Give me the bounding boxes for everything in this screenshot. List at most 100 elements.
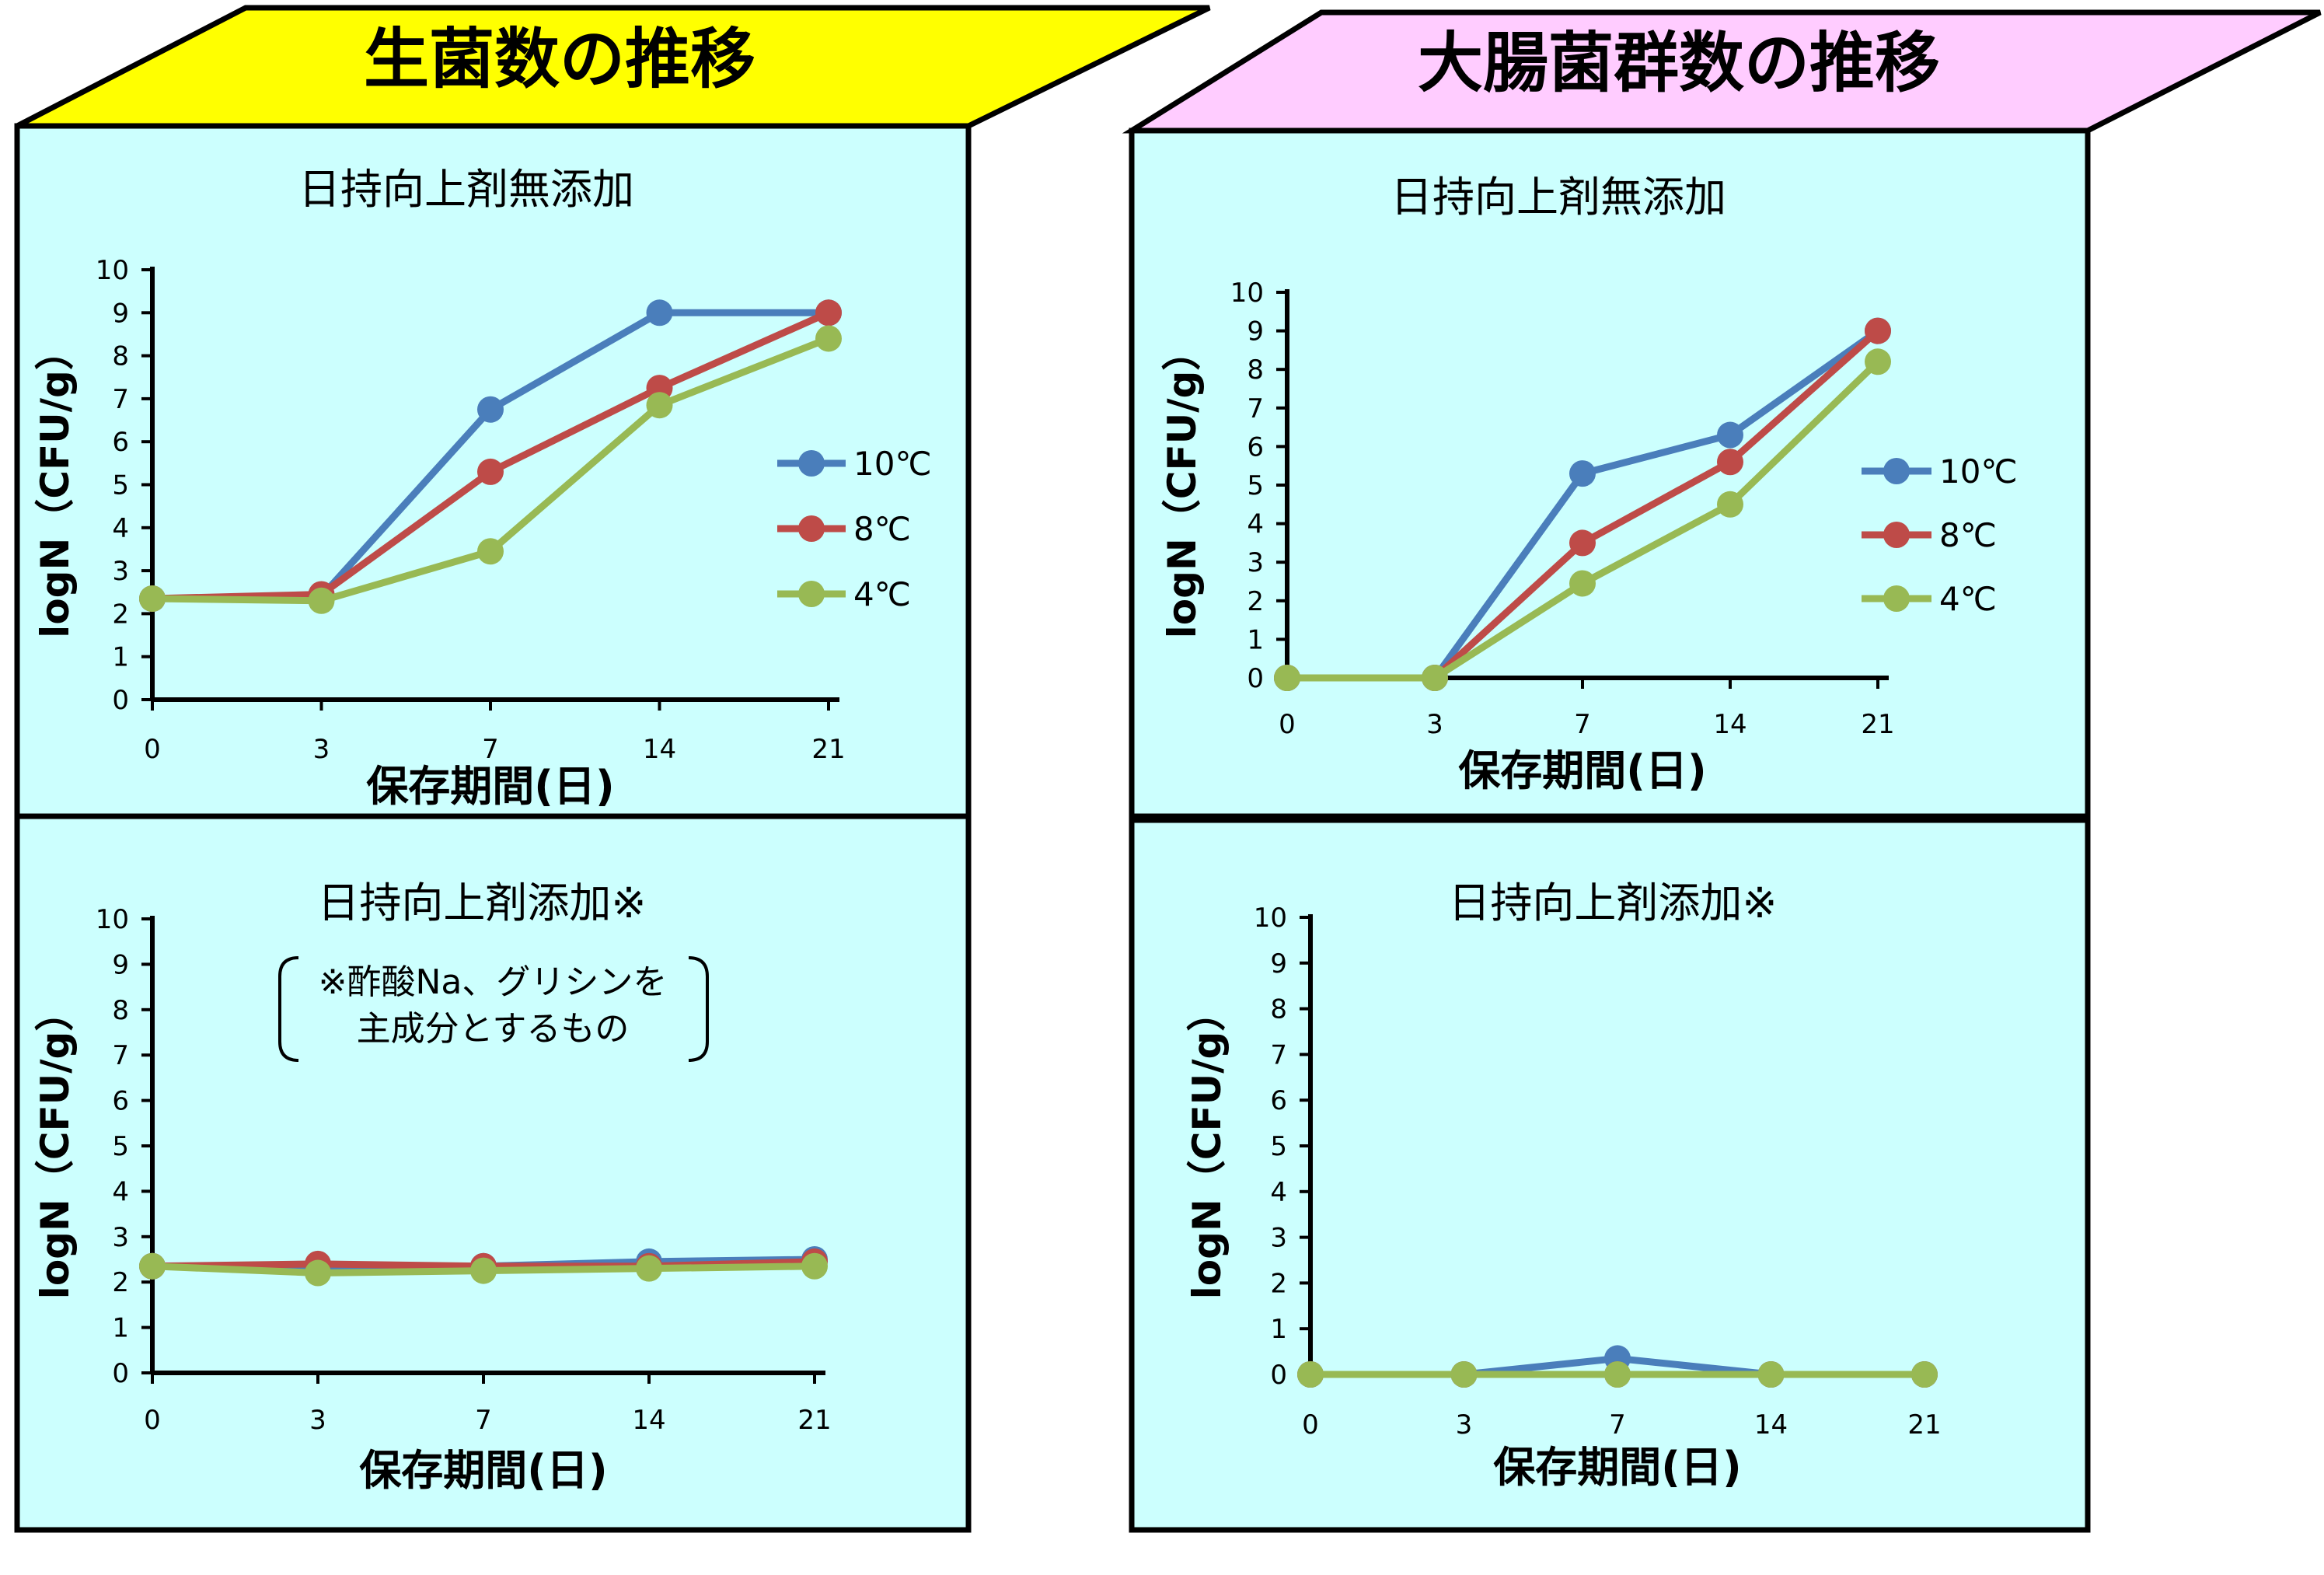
- y-tick-label: 7: [1247, 393, 1264, 424]
- data-point: [470, 1257, 497, 1284]
- panel-bottom-right: [1129, 817, 2091, 1533]
- legend-label: 8℃: [1939, 516, 1997, 554]
- y-tick-label: 10: [96, 255, 129, 286]
- x-axis-label: 保存期間(日): [1458, 746, 1706, 795]
- y-tick-label: 10: [1254, 903, 1287, 934]
- chart-2: 日持向上剤添加※ 0 1 2 3 4 5 6 7 8 9 10 0 3 7 14 21 保存期間(日) logN（C…: [33, 878, 832, 1495]
- chart-3: 日持向上剤無添加 0 1 2 3 4 5 6 7 8 9 10 0 3 7 14 21 保存期間(日) logN（C…: [1160, 173, 2018, 795]
- data-point: [1569, 460, 1596, 487]
- x-tick-label: 7: [1609, 1409, 1626, 1441]
- chart-1: 日持向上剤無添加 0 1 2 3 4 5 6 7 8 9 10 0 3 7 14 21 保存期間(日) logN（C…: [33, 165, 932, 811]
- note-bracket-left: [278, 956, 299, 1062]
- x-tick-label: 21: [811, 734, 845, 765]
- legend-marker: [798, 581, 825, 607]
- data-point: [646, 392, 673, 419]
- x-tick-label: 0: [144, 1405, 161, 1436]
- y-tick-label: 6: [112, 427, 129, 458]
- legend-marker: [1883, 458, 1910, 484]
- y-tick-label: 10: [1230, 278, 1264, 309]
- legend-marker: [798, 450, 825, 477]
- data-point: [1757, 1361, 1785, 1388]
- data-point: [1569, 529, 1596, 557]
- y-tick-label: 8: [112, 341, 129, 372]
- x-tick-label: 14: [1754, 1409, 1788, 1441]
- y-tick-label: 4: [1270, 1177, 1287, 1208]
- data-point: [139, 1252, 166, 1280]
- data-point: [1450, 1361, 1478, 1388]
- x-tick-label: 21: [1907, 1409, 1941, 1441]
- y-tick-label: 9: [1270, 948, 1287, 980]
- y-tick-label: 7: [112, 384, 129, 415]
- y-tick-label: 0: [1270, 1360, 1287, 1391]
- y-tick-label: 2: [112, 1267, 129, 1298]
- note-bracket-right: [688, 956, 709, 1062]
- right-header-title: 大腸菌群数の推移: [1418, 25, 1940, 101]
- x-axis-label: 保存期間(日): [1493, 1443, 1741, 1492]
- note-line-2: 主成分とするもの: [357, 1009, 630, 1049]
- legend-label: 4℃: [853, 575, 911, 613]
- left-header-title: 生菌数の推移: [364, 21, 755, 97]
- y-tick-label: 7: [112, 1040, 129, 1071]
- x-axis-label: 保存期間(日): [359, 1446, 607, 1495]
- y-tick-label: 3: [112, 1222, 129, 1253]
- data-point: [308, 587, 335, 614]
- x-tick-label: 7: [475, 1405, 492, 1436]
- chart-title: 日持向上剤無添加: [298, 165, 634, 214]
- chart-title: 日持向上剤添加※: [317, 878, 646, 927]
- data-point: [815, 299, 842, 327]
- y-tick-label: 4: [112, 1176, 129, 1207]
- y-tick-label: 5: [112, 470, 129, 501]
- x-tick-label: 0: [1279, 709, 1296, 740]
- y-tick-label: 9: [112, 949, 129, 980]
- data-point: [1422, 665, 1448, 691]
- note-bracket: ※酢酸Na、グリシンを 主成分とするもの: [278, 956, 709, 1062]
- y-tick-label: 9: [112, 298, 129, 329]
- y-tick-label: 0: [1247, 663, 1264, 694]
- y-axis-label: logN（CFU/g）: [33, 993, 78, 1300]
- data-point: [646, 299, 673, 327]
- y-tick-label: 5: [1247, 470, 1264, 501]
- y-tick-label: 7: [1270, 1039, 1287, 1070]
- data-point: [1865, 348, 1891, 375]
- y-tick-label: 9: [1247, 316, 1264, 347]
- x-tick-label: 7: [1574, 709, 1591, 740]
- y-tick-label: 8: [112, 995, 129, 1026]
- data-point: [815, 325, 842, 352]
- y-tick-label: 1: [112, 642, 129, 673]
- y-tick-label: 1: [1270, 1314, 1287, 1345]
- y-tick-label: 3: [1247, 547, 1264, 578]
- chart-title: 日持向上剤添加※: [1448, 878, 1777, 927]
- y-tick-label: 4: [112, 513, 129, 544]
- x-tick-label: 3: [313, 734, 330, 765]
- y-tick-label: 5: [112, 1131, 129, 1162]
- data-point: [1717, 491, 1743, 518]
- data-point: [1604, 1361, 1631, 1388]
- data-point: [1569, 570, 1596, 597]
- legend-marker: [1883, 585, 1910, 612]
- data-point: [1274, 665, 1300, 691]
- y-tick-label: 6: [1270, 1085, 1287, 1116]
- y-axis-label: logN（CFU/g）: [1185, 993, 1230, 1300]
- data-point: [1717, 421, 1743, 449]
- x-tick-label: 14: [643, 734, 676, 765]
- y-tick-label: 6: [1247, 431, 1264, 463]
- y-tick-label: 2: [1270, 1268, 1287, 1299]
- legend-label: 8℃: [853, 510, 911, 548]
- y-axis-label: logN（CFU/g）: [33, 331, 78, 638]
- data-point: [1717, 449, 1743, 476]
- y-tick-label: 8: [1247, 354, 1264, 386]
- panel-bottom-left: [14, 813, 972, 1533]
- x-tick-label: 3: [309, 1405, 326, 1436]
- data-point: [801, 1252, 828, 1280]
- y-tick-label: 3: [112, 556, 129, 587]
- y-tick-label: 6: [112, 1086, 129, 1117]
- x-tick-label: 21: [797, 1405, 831, 1436]
- data-point: [477, 396, 504, 423]
- y-tick-label: 4: [1247, 509, 1264, 540]
- data-point: [636, 1255, 662, 1282]
- y-tick-label: 1: [1247, 624, 1264, 655]
- x-tick-label: 0: [144, 734, 161, 765]
- x-tick-label: 7: [482, 734, 499, 765]
- x-tick-label: 21: [1861, 709, 1894, 740]
